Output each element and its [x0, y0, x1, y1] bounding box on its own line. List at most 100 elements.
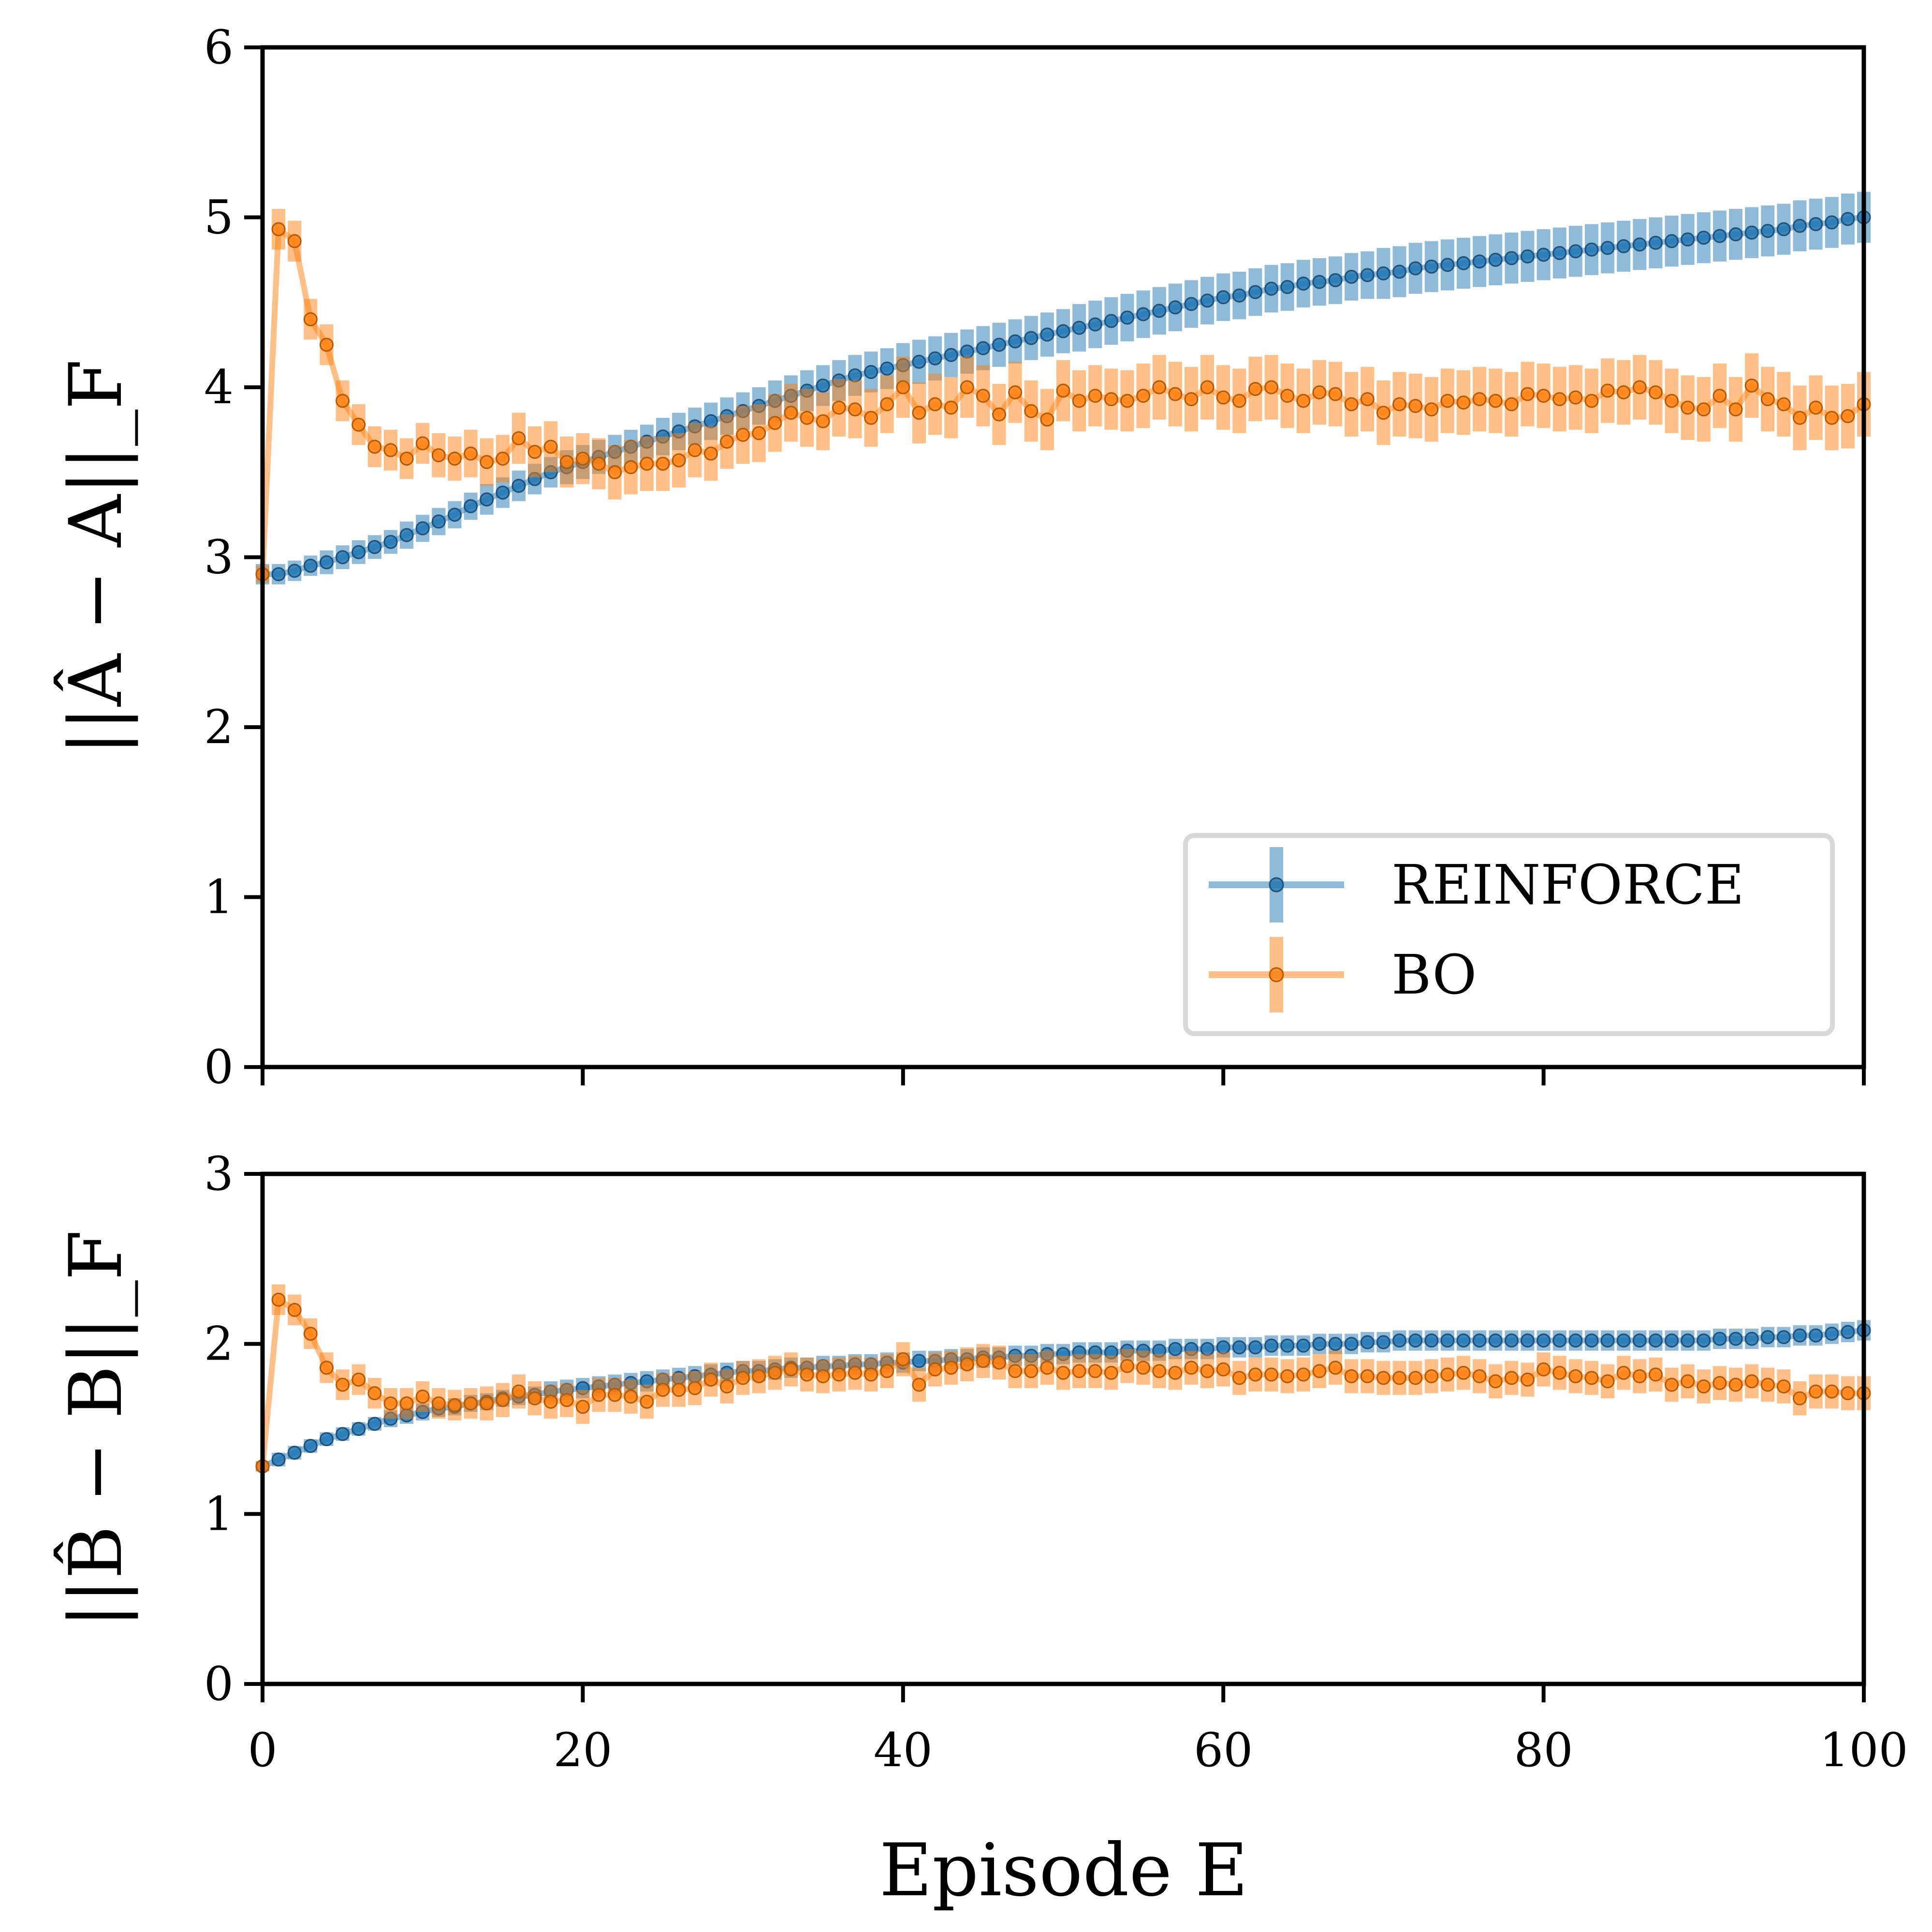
bottom-bo-point	[1744, 1374, 1759, 1389]
top-bo-point	[1136, 389, 1151, 403]
top-reinforce-point	[431, 514, 446, 529]
top-bo-point	[1681, 400, 1695, 415]
top-reinforce-point	[383, 535, 398, 549]
top-bo-point	[527, 445, 542, 459]
bottom-reinforce-point	[1440, 1333, 1455, 1348]
bottom-ytick-label: 2	[204, 1317, 234, 1371]
top-bo-point	[1200, 380, 1215, 395]
bottom-bo-point	[1648, 1367, 1663, 1382]
bottom-bo-point	[559, 1393, 574, 1407]
top-reinforce-point	[1360, 268, 1375, 282]
bottom-reinforce-point	[1648, 1333, 1663, 1348]
bottom-reinforce-point	[1232, 1340, 1246, 1355]
top-bo-point	[752, 426, 766, 440]
bottom-bo-point	[383, 1396, 398, 1411]
top-reinforce-point	[496, 485, 510, 500]
bottom-bo-point	[1600, 1374, 1615, 1389]
bottom-reinforce-point	[1328, 1337, 1343, 1351]
legend: REINFORCE BO	[1183, 833, 1835, 1036]
bottom-bo-point	[1072, 1364, 1086, 1378]
bottom-reinforce-point	[319, 1432, 334, 1447]
top-bo-point	[896, 380, 910, 395]
bottom-reinforce-point	[1264, 1338, 1279, 1353]
top-bo-point	[912, 406, 926, 420]
bottom-bo-point	[736, 1371, 750, 1385]
top-bo-point	[1216, 390, 1230, 405]
top-ytick-label: 2	[204, 700, 234, 754]
top-panel: 0 1 2 3 4 5 6 ||Â − A||_F REINFORCE BO	[54, 20, 1871, 1094]
bottom-bo-point	[1616, 1365, 1631, 1380]
bottom-bo-point	[1841, 1386, 1855, 1401]
bottom-reinforce-point	[1472, 1333, 1487, 1348]
bottom-bo-point	[367, 1386, 382, 1401]
bottom-bo-point	[1760, 1377, 1775, 1392]
bottom-bo-point	[303, 1327, 318, 1341]
top-reinforce-point	[1697, 231, 1711, 245]
top-reinforce-point	[287, 564, 302, 578]
top-bo-point	[816, 414, 830, 428]
top-bo-point	[1168, 387, 1183, 401]
top-reinforce-point	[399, 528, 414, 542]
top-bo-point	[447, 452, 462, 466]
bottom-bo-point	[1136, 1361, 1151, 1375]
top-reinforce-point	[1120, 310, 1134, 325]
bottom-axes-frame	[260, 1171, 1866, 1686]
bottom-bo-point	[1056, 1365, 1070, 1380]
top-bo-point	[703, 446, 718, 461]
bottom-reinforce-point	[1712, 1332, 1727, 1346]
top-reinforce-point	[1809, 217, 1823, 232]
bottom-ytick-label: 0	[204, 1657, 234, 1711]
bottom-bo-point	[960, 1357, 974, 1372]
top-bo-point	[1793, 410, 1807, 425]
bottom-reinforce-point	[303, 1439, 318, 1453]
top-bo-point	[1248, 382, 1262, 396]
top-bo-point	[336, 394, 350, 408]
top-reinforce-point	[1024, 331, 1039, 345]
bottom-reinforce-point	[1809, 1328, 1823, 1343]
bottom-bo-point	[719, 1379, 734, 1394]
bottom-bo-point	[976, 1354, 990, 1368]
bottom-reinforce-point	[912, 1354, 926, 1368]
bottom-bo-point	[1809, 1384, 1823, 1399]
bottom-bo-point	[1568, 1369, 1583, 1383]
bottom-bo-point	[1472, 1369, 1487, 1383]
top-reinforce-point	[1665, 234, 1679, 249]
bottom-bo-point	[1088, 1364, 1102, 1378]
bottom-bo-point	[399, 1396, 414, 1411]
top-bo-point	[464, 446, 478, 461]
top-bo-point	[1280, 389, 1295, 403]
top-reinforce-point	[447, 508, 462, 522]
bottom-bo-point	[1008, 1364, 1023, 1378]
top-x-ticks	[261, 1067, 1866, 1085]
top-reinforce-point	[1825, 215, 1839, 230]
top-bo-point	[1841, 409, 1855, 424]
top-reinforce-point	[1376, 266, 1390, 280]
bottom-bo-point	[1728, 1377, 1743, 1392]
bottom-bo-point	[832, 1367, 846, 1382]
top-reinforce-point	[1312, 275, 1327, 289]
top-ytick-label: 1	[204, 870, 234, 924]
bottom-bo-point	[287, 1303, 302, 1317]
top-reinforce-point	[1681, 232, 1695, 247]
bottom-bo-point	[864, 1367, 878, 1382]
bottom-bo-point	[1537, 1362, 1551, 1376]
top-ytick-label: 6	[204, 20, 234, 74]
bottom-bo-point	[1344, 1369, 1359, 1383]
bottom-bo-point	[1248, 1367, 1262, 1382]
bottom-bo-point	[1504, 1371, 1519, 1385]
bottom-bo-point	[703, 1373, 718, 1387]
top-reinforce-point	[1520, 249, 1535, 263]
bottom-reinforce-point	[1200, 1342, 1215, 1356]
top-reinforce-point	[1328, 273, 1343, 288]
top-reinforce-point	[944, 348, 958, 362]
xtick-label: 80	[1514, 1723, 1573, 1777]
bottom-reinforce-point	[1376, 1335, 1390, 1349]
top-bo-point	[1392, 397, 1407, 411]
top-bo-point	[271, 222, 286, 236]
bottom-bo-point	[1376, 1371, 1390, 1385]
top-reinforce-point	[1232, 288, 1246, 303]
bottom-bo-point	[1120, 1359, 1134, 1373]
bottom-bo-point	[1665, 1377, 1679, 1392]
xtick-label: 100	[1819, 1723, 1908, 1777]
bottom-bo-point	[688, 1381, 702, 1395]
